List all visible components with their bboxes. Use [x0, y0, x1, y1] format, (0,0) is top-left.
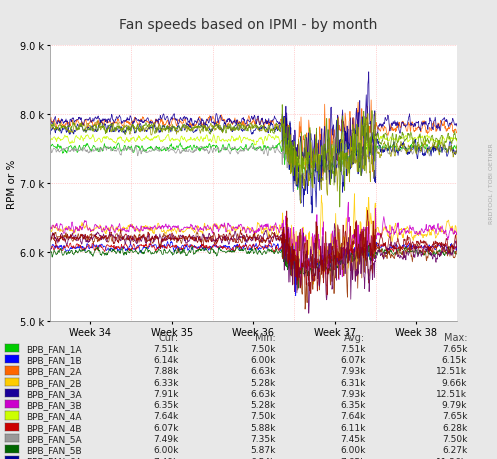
Text: 7.35k: 7.35k [250, 434, 276, 443]
Text: 7.65k: 7.65k [442, 344, 467, 353]
Text: 6.54k: 6.54k [250, 457, 276, 459]
Text: BPB_FAN_3A: BPB_FAN_3A [26, 389, 82, 398]
Text: 7.64k: 7.64k [154, 412, 179, 420]
Text: 5.87k: 5.87k [250, 445, 276, 454]
Text: 6.63k: 6.63k [250, 389, 276, 398]
Text: 12.51k: 12.51k [436, 367, 467, 375]
Text: Cur:: Cur: [159, 332, 179, 342]
Text: Min:: Min: [255, 332, 276, 342]
Text: 5.28k: 5.28k [250, 378, 276, 387]
Text: 6.28k: 6.28k [442, 423, 467, 432]
Text: BPB_FAN_3B: BPB_FAN_3B [26, 400, 82, 409]
Text: 12.51k: 12.51k [436, 389, 467, 398]
Text: Avg:: Avg: [344, 332, 365, 342]
Text: 7.49k: 7.49k [154, 457, 179, 459]
Text: BPB_FAN_1A: BPB_FAN_1A [26, 344, 82, 353]
Text: 7.50k: 7.50k [250, 344, 276, 353]
Text: 7.50k: 7.50k [250, 412, 276, 420]
Text: 6.31k: 6.31k [340, 378, 365, 387]
Text: 7.45k: 7.45k [340, 434, 365, 443]
Text: Fan speeds based on IPMI - by month: Fan speeds based on IPMI - by month [119, 18, 378, 32]
Text: 7.88k: 7.88k [154, 367, 179, 375]
Text: 6.11k: 6.11k [340, 423, 365, 432]
Text: 6.07k: 6.07k [340, 355, 365, 364]
Text: 5.28k: 5.28k [250, 400, 276, 409]
Text: 9.66k: 9.66k [442, 378, 467, 387]
Text: BPB_FAN_2B: BPB_FAN_2B [26, 378, 82, 387]
Text: 6.35k: 6.35k [340, 400, 365, 409]
Text: BPB_FAN_4B: BPB_FAN_4B [26, 423, 82, 432]
Text: 6.15k: 6.15k [442, 355, 467, 364]
Text: BPB_FAN_5A: BPB_FAN_5A [26, 434, 82, 443]
Text: 6.14k: 6.14k [154, 355, 179, 364]
Text: 7.65k: 7.65k [442, 412, 467, 420]
Y-axis label: RPM or %: RPM or % [7, 159, 17, 208]
Text: BPB_FAN_1B: BPB_FAN_1B [26, 355, 82, 364]
Text: 6.35k: 6.35k [154, 400, 179, 409]
Text: 7.93k: 7.93k [340, 389, 365, 398]
Text: 7.64k: 7.64k [340, 412, 365, 420]
Text: Max:: Max: [444, 332, 467, 342]
Text: RRDTOOL / TOBI OETIKER: RRDTOOL / TOBI OETIKER [489, 143, 494, 224]
Text: 7.51k: 7.51k [340, 344, 365, 353]
Text: 11.26k: 11.26k [436, 457, 467, 459]
Text: 6.00k: 6.00k [154, 445, 179, 454]
Text: 9.79k: 9.79k [442, 400, 467, 409]
Text: 7.49k: 7.49k [154, 434, 179, 443]
Text: 7.65k: 7.65k [340, 457, 365, 459]
Text: 7.93k: 7.93k [340, 367, 365, 375]
Text: BPB_FAN_4A: BPB_FAN_4A [26, 412, 82, 420]
Text: 7.50k: 7.50k [442, 434, 467, 443]
Text: BPB_FAN_2A: BPB_FAN_2A [26, 367, 82, 375]
Text: 6.63k: 6.63k [250, 367, 276, 375]
Text: 6.27k: 6.27k [442, 445, 467, 454]
Text: 5.88k: 5.88k [250, 423, 276, 432]
Text: BPB_FAN_5B: BPB_FAN_5B [26, 445, 82, 454]
Text: 6.33k: 6.33k [154, 378, 179, 387]
Text: 6.00k: 6.00k [250, 355, 276, 364]
Text: BPB_FAN_6A: BPB_FAN_6A [26, 457, 82, 459]
Text: 7.51k: 7.51k [154, 344, 179, 353]
Text: 7.91k: 7.91k [154, 389, 179, 398]
Text: 6.00k: 6.00k [340, 445, 365, 454]
Text: 6.07k: 6.07k [154, 423, 179, 432]
